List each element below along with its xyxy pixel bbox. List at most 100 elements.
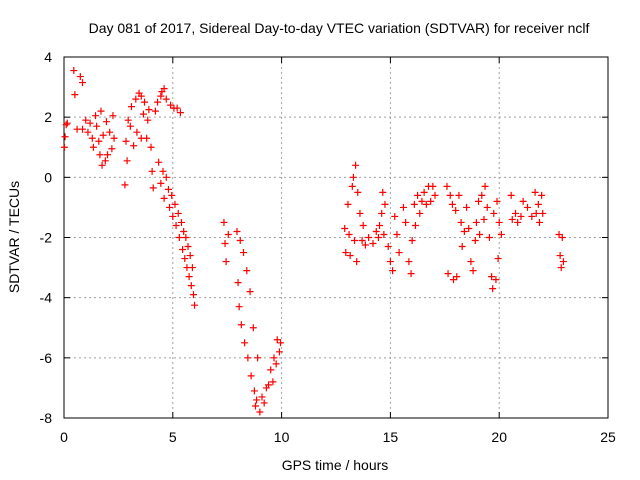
data-point — [414, 191, 422, 199]
data-point — [235, 303, 243, 311]
data-point — [247, 372, 255, 380]
data-point — [469, 267, 477, 275]
data-point — [124, 116, 132, 124]
data-point — [481, 182, 489, 190]
data-point — [443, 182, 451, 190]
y-tick-label: 0 — [44, 169, 52, 185]
data-point — [88, 134, 96, 142]
data-point — [86, 119, 94, 127]
data-point — [221, 240, 229, 248]
data-point — [272, 360, 280, 368]
data-point — [93, 122, 101, 130]
data-point — [181, 255, 189, 263]
data-point — [448, 200, 456, 208]
data-point — [345, 230, 353, 238]
data-point — [539, 209, 547, 217]
y-tick-label: -6 — [40, 350, 53, 366]
x-tick-label: 25 — [600, 429, 616, 445]
y-tick-label: -2 — [40, 230, 53, 246]
data-point — [342, 249, 350, 257]
data-point — [380, 230, 388, 238]
data-point — [224, 230, 232, 238]
data-point — [126, 122, 134, 130]
y-axis-label: SDTVAR / TECUs — [6, 181, 22, 293]
data-point — [109, 112, 117, 120]
data-point — [159, 167, 167, 175]
data-point — [356, 209, 364, 217]
data-point — [256, 408, 264, 416]
data-point — [184, 243, 192, 251]
data-point — [348, 182, 356, 190]
data-point — [127, 103, 135, 111]
data-point — [372, 227, 380, 235]
data-point — [346, 252, 354, 260]
y-tick-label: -4 — [40, 290, 53, 306]
x-tick-label: 15 — [383, 429, 399, 445]
data-point — [97, 107, 105, 115]
data-point — [155, 158, 163, 166]
data-point — [78, 79, 86, 87]
data-point — [260, 399, 268, 407]
data-point — [144, 116, 152, 124]
data-point — [452, 206, 460, 214]
data-point — [444, 270, 452, 278]
data-point — [410, 200, 418, 208]
data-point — [411, 221, 419, 229]
data-point — [84, 128, 92, 136]
data-point — [241, 339, 249, 347]
data-point — [422, 200, 430, 208]
data-point — [240, 249, 248, 257]
data-point — [186, 252, 194, 260]
data-point — [460, 227, 468, 235]
data-point — [402, 218, 410, 226]
data-point — [378, 209, 386, 217]
data-point — [253, 396, 261, 404]
data-point — [531, 188, 539, 196]
data-point — [556, 252, 564, 260]
data-point — [384, 243, 392, 251]
data-point — [157, 179, 165, 187]
data-point — [145, 106, 153, 114]
data-point — [141, 98, 149, 106]
data-point — [121, 181, 129, 189]
data-point — [534, 200, 542, 208]
data-point — [467, 258, 475, 266]
data-point — [249, 324, 257, 332]
data-point — [96, 151, 104, 159]
data-point — [151, 107, 159, 115]
data-point — [61, 133, 69, 141]
data-point — [143, 134, 151, 142]
data-point — [523, 203, 531, 211]
data-point — [176, 109, 184, 117]
data-point — [250, 387, 258, 395]
y-axis-ticks: 4 2 0 -2 -4 -6 -8 — [40, 49, 608, 426]
data-point — [431, 191, 439, 199]
data-point — [476, 230, 484, 238]
data-point — [379, 188, 387, 196]
data-point — [267, 366, 275, 374]
data-point — [341, 224, 349, 232]
data-point — [188, 264, 196, 272]
data-point — [89, 143, 97, 151]
data-point — [450, 276, 458, 284]
data-point — [104, 151, 112, 159]
chart-title: Day 081 of 2017, Sidereal Day-to-day VTE… — [89, 20, 590, 36]
data-point — [160, 85, 168, 93]
data-point — [234, 279, 242, 287]
data-point — [122, 137, 130, 145]
data-point — [179, 246, 187, 254]
data-point — [162, 95, 170, 103]
data-point — [393, 230, 401, 238]
data-point — [420, 188, 428, 196]
x-axis-label: GPS time / hours — [282, 457, 389, 473]
data-point — [532, 209, 540, 217]
data-point — [236, 237, 244, 245]
data-point — [265, 381, 273, 389]
data-point — [277, 339, 285, 347]
data-point — [130, 142, 138, 150]
data-point — [369, 240, 377, 248]
data-point — [157, 92, 165, 100]
data-point — [446, 191, 454, 199]
data-point — [76, 73, 84, 81]
data-point — [558, 234, 566, 241]
